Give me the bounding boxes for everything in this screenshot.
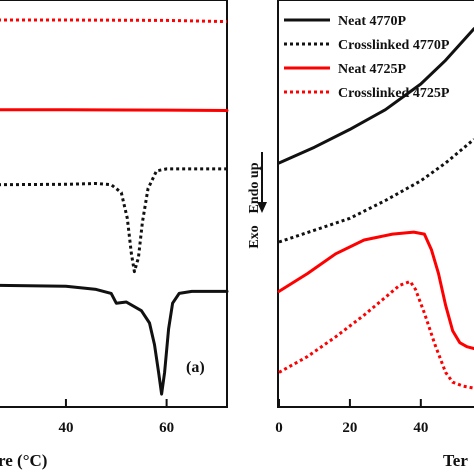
x-tick-label-b-40: 40 [413,420,428,436]
series-line-b-2 [278,138,474,244]
legend-label-1: Neat 4770P [338,14,406,29]
legend-label-4: Crosslinked 4725P [338,86,450,101]
x-tick-label-a-60: 60 [159,420,174,436]
series-group-a [0,18,229,396]
x-tick-label-b-20: 20 [342,420,357,436]
legend-label-2: Crosslinked 4770P [338,38,450,53]
legend-label-3: Neat 4725P [338,62,406,77]
series-group-b [277,27,474,390]
plot-frame-b [277,0,474,408]
legend: Neat 4770P Crosslinked 4770P Neat 4725P Cro… [284,14,450,101]
x-ticks-a: 40 60 [58,399,174,436]
series-line-b-1 [277,27,474,165]
series-line-a-3 [0,167,227,274]
series-line-b-3 [277,230,474,351]
x-tick-label-a-40: 40 [58,420,73,436]
series-line-a-1 [0,18,228,24]
series-line-a-4 [0,283,229,396]
series-line-b-4 [278,280,474,390]
x-tick-label-b-0: 0 [275,420,283,436]
y-label-exo: Exo [247,225,262,248]
series-line-a-2 [0,108,229,112]
chart-panel-a: 40 60 (a) re (°C) [0,0,229,470]
y-label-endo-up: Endo up [247,162,262,213]
endo-exo-indicator: Endo up Exo [247,152,267,249]
x-ticks-b: 0 20 40 [275,399,428,436]
endo-arrow-head-icon [257,202,267,213]
panel-label-a: (a) [186,359,205,376]
plot-frame-a [0,0,228,408]
x-axis-title-a: re (°C) [0,451,47,470]
x-axis-title-b: Ter [443,451,468,470]
